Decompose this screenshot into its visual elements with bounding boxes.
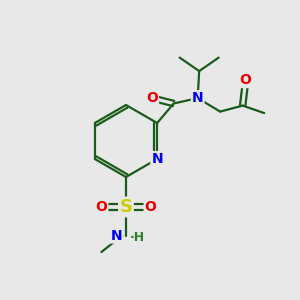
Text: N: N <box>152 152 163 166</box>
Text: N: N <box>192 91 203 105</box>
Text: O: O <box>145 200 157 214</box>
Text: O: O <box>240 73 252 87</box>
Text: ·H: ·H <box>130 231 145 244</box>
Text: O: O <box>95 200 107 214</box>
Text: O: O <box>146 91 158 105</box>
Text: S: S <box>119 198 133 216</box>
Text: N: N <box>111 229 122 242</box>
